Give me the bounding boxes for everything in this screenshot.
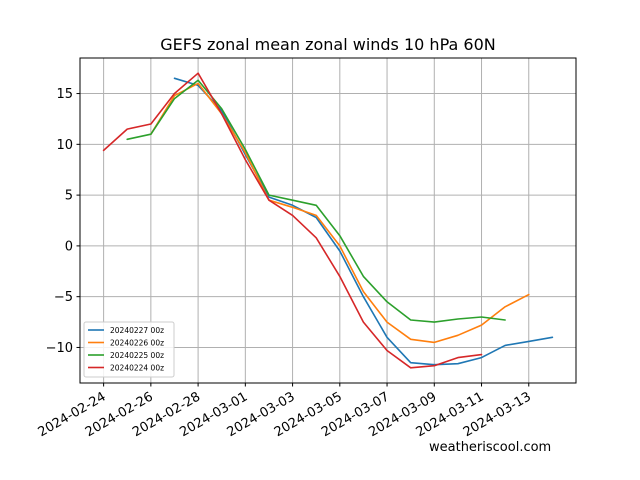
series-line-20240225-00z xyxy=(126,79,506,323)
series-group xyxy=(102,72,554,369)
chart-title: GEFS zonal mean zonal winds 10 hPa 60N xyxy=(160,35,495,54)
series-line-20240224-00z xyxy=(102,72,483,369)
plot-frame xyxy=(79,57,577,384)
y-tick-label: −5 xyxy=(54,290,73,305)
legend-label: 20240226 00z xyxy=(110,338,164,347)
y-axis: 15 10 5 0 −5 −10 xyxy=(46,87,80,356)
grid xyxy=(80,58,576,383)
series-line-20240226-00z xyxy=(150,82,530,344)
y-tick-label: −10 xyxy=(46,341,73,356)
y-tick-label: 10 xyxy=(56,138,73,153)
y-tick-label: 5 xyxy=(65,189,73,204)
legend-label: 20240225 00z xyxy=(110,351,164,360)
y-tick-label: 0 xyxy=(65,239,73,254)
legend: 20240227 00z 20240226 00z 20240225 00z 2024… xyxy=(83,321,175,378)
legend-box xyxy=(83,321,175,378)
legend-label: 20240224 00z xyxy=(110,363,164,372)
legend-label: 20240227 00z xyxy=(110,326,164,335)
y-tick-label: 15 xyxy=(56,87,73,102)
credit-text: weatheriscool.com xyxy=(429,440,551,455)
